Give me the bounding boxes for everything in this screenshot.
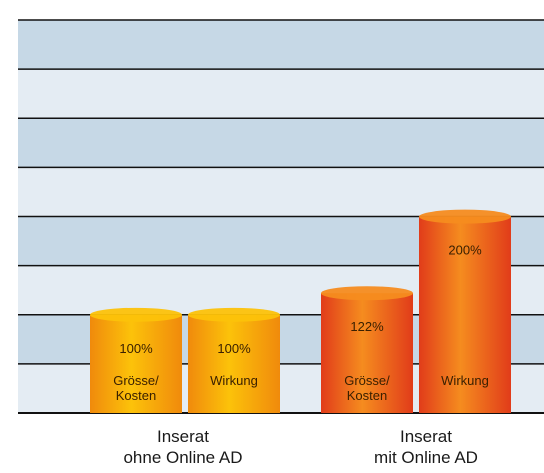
category-label-line: Inserat: [400, 427, 452, 446]
bar-name-label: Grösse/: [344, 373, 390, 388]
bar-4: 200% Wirkung: [419, 209, 511, 413]
category-label-line: mit Online AD: [374, 448, 478, 467]
category-label-line: Inserat: [157, 427, 209, 446]
bar-value-label: 200%: [448, 243, 482, 258]
bars: 100% Grösse/Kosten 100% Wirkung 122% Grösse/K…: [90, 209, 511, 413]
bar-value-label: 122%: [350, 319, 384, 334]
plot-band: [18, 167, 544, 217]
bar-body: [90, 314, 182, 413]
bar-top-cap: [90, 307, 182, 322]
bar-top-cap: [419, 209, 511, 224]
bar-body: [188, 314, 280, 413]
bar-2: 100% Wirkung: [188, 307, 280, 413]
bar-value-label: 100%: [217, 341, 251, 356]
bar-name-label: Wirkung: [441, 373, 489, 388]
plot-band: [18, 118, 544, 168]
bar-3: 122% Grösse/Kosten: [321, 286, 413, 413]
plot-band: [18, 20, 544, 70]
category-label-line: ohne Online AD: [123, 448, 243, 467]
bar-1: 100% Grösse/Kosten: [90, 307, 182, 413]
bar-name-label: Grösse/: [113, 373, 159, 388]
bar-body: [321, 293, 413, 413]
bar-name-label: Kosten: [116, 388, 156, 403]
category-label-mit-online-ad: Inserat mit Online AD: [326, 426, 526, 468]
bar-body: [419, 216, 511, 413]
bar-value-label: 100%: [119, 341, 153, 356]
category-label-ohne-online-ad: Inserat ohne Online AD: [83, 426, 283, 468]
bar-name-label: Wirkung: [210, 373, 258, 388]
plot-band: [18, 69, 544, 119]
bar-top-cap: [321, 286, 413, 301]
bar-top-cap: [188, 307, 280, 322]
bar-name-label: Kosten: [347, 388, 387, 403]
